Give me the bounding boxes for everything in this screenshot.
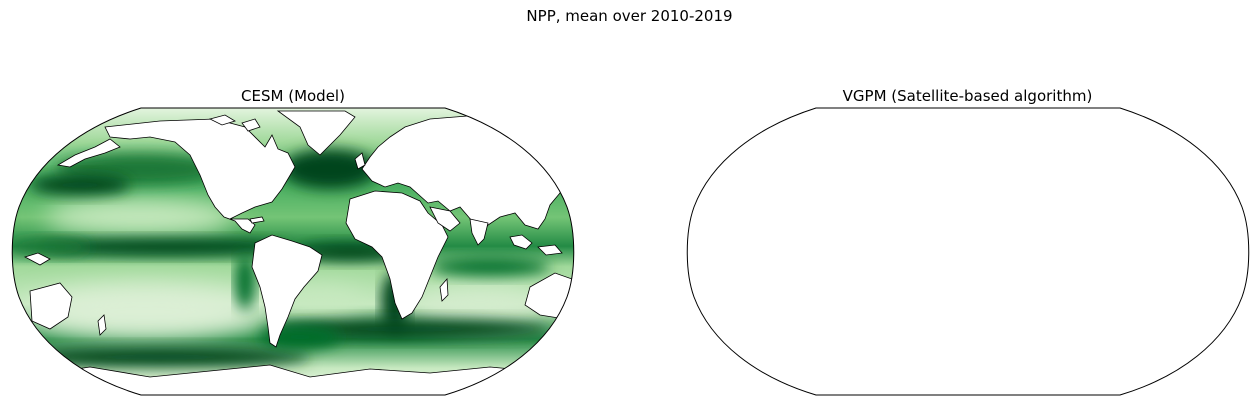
land-south-america — [251, 234, 323, 348]
land-africa — [345, 190, 449, 320]
panel-title-vgpm: VGPM (Satellite-based algorithm) — [842, 87, 1093, 105]
land-north-america — [104, 118, 296, 234]
continents — [12, 110, 574, 395]
globe-outline — [11, 107, 575, 396]
panel-title-cesm: CESM (Model) — [241, 87, 345, 105]
map-vgpm — [686, 107, 1250, 396]
land-greenland — [276, 110, 356, 156]
map-cesm — [11, 107, 575, 396]
land-antarctica — [12, 364, 574, 395]
land-eurasia — [361, 114, 571, 238]
figure-suptitle: NPP, mean over 2010-2019 — [526, 7, 733, 25]
globe-outline — [686, 107, 1250, 396]
